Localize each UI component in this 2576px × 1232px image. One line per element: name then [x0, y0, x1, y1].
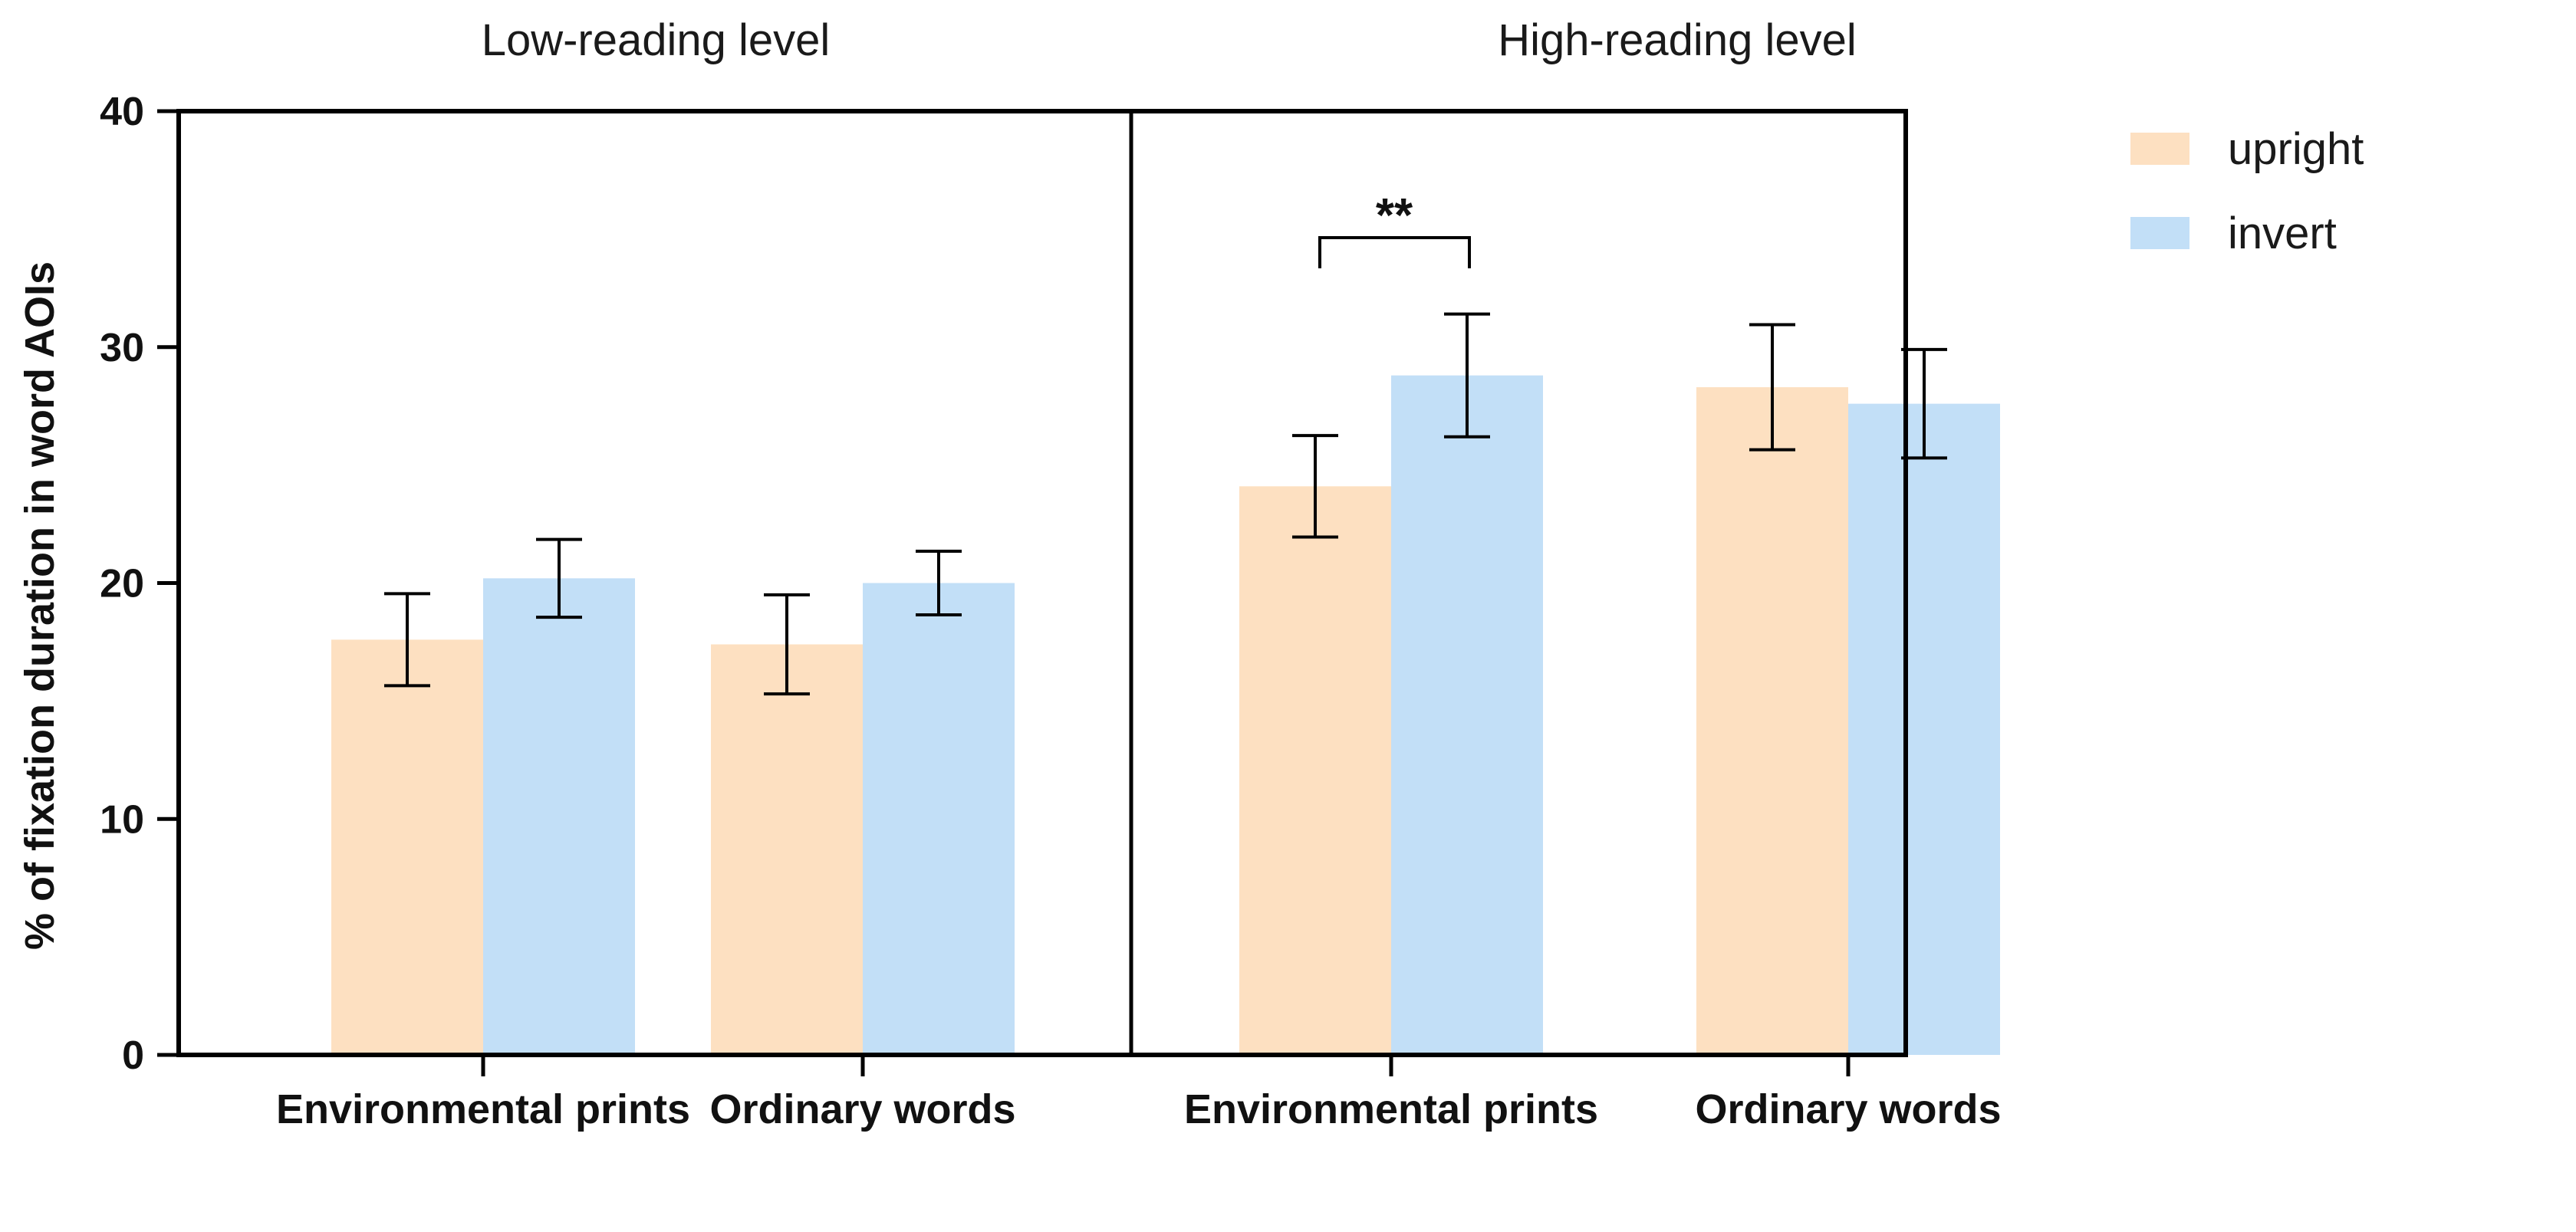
plot-frame — [176, 109, 1908, 1057]
bars — [331, 375, 2000, 1055]
category-label: Environmental prints — [276, 1086, 690, 1132]
y-tick-label: 40 — [100, 90, 144, 134]
y-tick-label: 20 — [100, 562, 144, 606]
bar-invert — [1391, 375, 1543, 1055]
significance-label: ** — [1376, 189, 1413, 242]
x-axis — [481, 1055, 1851, 1076]
y-tick-label: 10 — [100, 797, 144, 842]
legend-swatch-upright — [2130, 133, 2189, 165]
panel-title-high: High-reading level — [1498, 15, 1856, 65]
error-bars — [384, 312, 1947, 696]
bar-invert — [1848, 403, 2000, 1055]
significance-bracket — [1318, 236, 1471, 268]
category-label: Ordinary words — [709, 1086, 1015, 1132]
y-tick-label: 0 — [122, 1033, 144, 1078]
legend-label-invert: invert — [2228, 209, 2337, 258]
panel-title-low: Low-reading level — [482, 15, 831, 65]
bar-upright — [1239, 486, 1391, 1055]
legend-swatch-invert — [2130, 217, 2189, 249]
y-tick-label: 30 — [100, 326, 144, 370]
bar-upright — [711, 644, 863, 1055]
category-label: Ordinary words — [1695, 1086, 2001, 1132]
significance-annotation: ** — [1318, 189, 1471, 268]
y-axis-label: % of fixation duration in word AOIs — [17, 261, 63, 950]
bar-upright — [331, 639, 483, 1055]
y-axis: 0 10 20 30 40 — [100, 90, 179, 1078]
category-label: Environmental prints — [1184, 1086, 1598, 1132]
bar-invert — [863, 583, 1015, 1055]
bar-invert — [483, 578, 635, 1055]
legend: upright invert — [2130, 124, 2364, 258]
bar-upright — [1696, 387, 1848, 1055]
legend-label-upright: upright — [2228, 124, 2364, 174]
